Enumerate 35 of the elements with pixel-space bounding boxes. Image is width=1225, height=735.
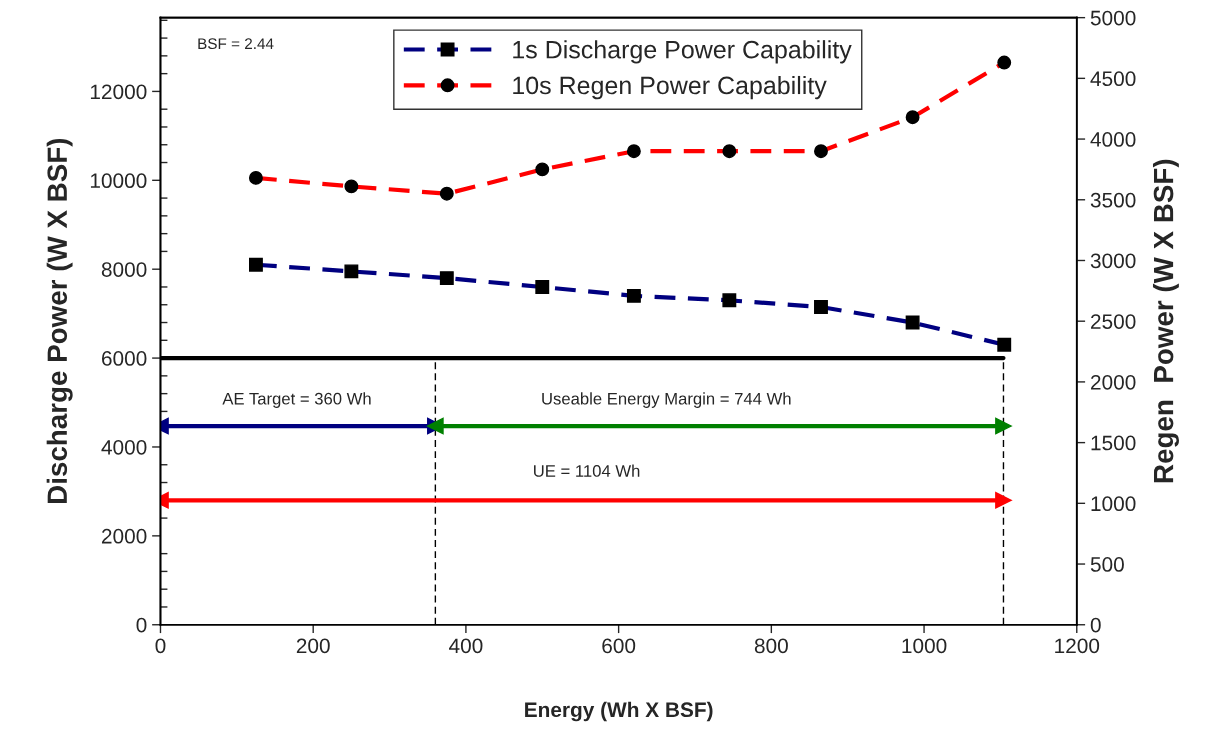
y2-tick-label: 1000 — [1091, 496, 1136, 512]
x-tick-label: 1200 — [1055, 638, 1100, 654]
y-tick-label: 10000 — [90, 173, 147, 189]
y2-tick-label: 3500 — [1090, 192, 1136, 208]
legend-label: 1s Discharge Power Capability — [513, 40, 852, 64]
x-tick-label: 600 — [602, 638, 636, 654]
y-tick-label: 4000 — [101, 439, 147, 455]
y2-tick-label: 4500 — [1090, 71, 1136, 87]
annotation: UE = 1104 Wh — [534, 464, 640, 477]
annotation: Useable Energy Margin = 744 Wh — [542, 392, 791, 408]
y-axis-title: Discharge Power (W X BSF) — [46, 138, 73, 504]
annotation: AE Target = 360 Wh — [222, 392, 371, 408]
y2-tick-label: 5000 — [1090, 10, 1136, 26]
x-axis-title: Energy (Wh X BSF) — [525, 701, 713, 722]
x-tick-label: 800 — [754, 638, 788, 654]
y2-tick-label: 2500 — [1091, 314, 1136, 329]
y-tick-label: 0 — [136, 617, 147, 633]
y2-tick-label: 500 — [1090, 557, 1124, 572]
x-tick-label: 0 — [155, 638, 166, 654]
x-tick-label: 1000 — [902, 638, 947, 654]
x-tick-label: 400 — [449, 638, 483, 654]
x-tick-label: 200 — [296, 638, 330, 654]
y-tick-label: 12000 — [90, 84, 147, 100]
y-tick-label: 2000 — [101, 528, 147, 544]
y2-tick-label: 2000 — [1091, 374, 1136, 390]
y-tick-label: 8000 — [101, 262, 147, 277]
y2-tick-label: 3000 — [1090, 253, 1136, 269]
y-tick-label: 6000 — [102, 351, 147, 366]
y2-tick-label: 0 — [1090, 617, 1101, 633]
y2-tick-label: 1500 — [1091, 435, 1136, 451]
annotation: BSF = 2.44 — [198, 38, 274, 50]
legend-label: 10s Regen Power Capability — [513, 75, 827, 100]
y2-tick-label: 4000 — [1090, 132, 1136, 147]
y2-axis-title: Regen Power (W X BSF) — [1152, 159, 1179, 483]
point — [995, 417, 1012, 435]
